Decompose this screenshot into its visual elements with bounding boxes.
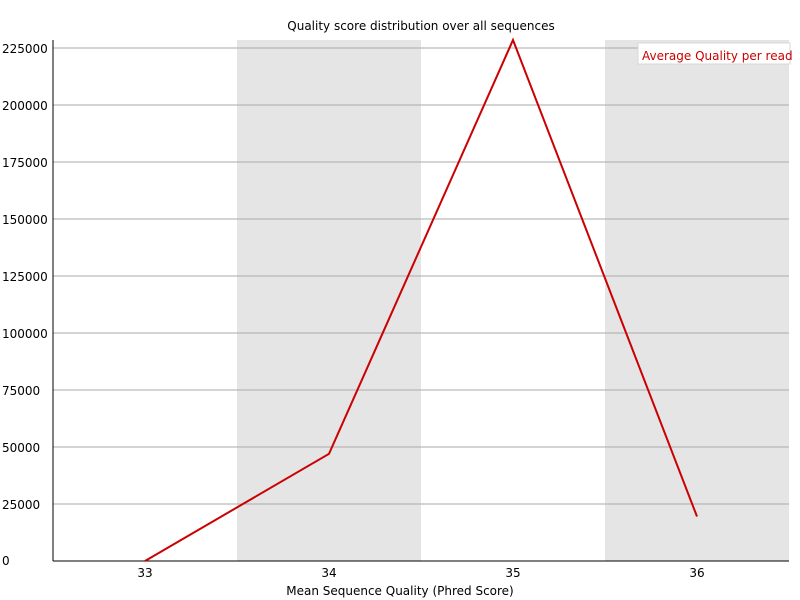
- y-tick-75000: 75000: [2, 384, 40, 398]
- x-tick-34: 34: [321, 566, 336, 580]
- band-36: [605, 40, 789, 561]
- legend-entry-average-quality: Average Quality per read: [642, 49, 793, 63]
- x-tick-35: 35: [505, 566, 520, 580]
- background-bands: [237, 40, 789, 561]
- series-lines: [144, 37, 698, 562]
- y-tick-0: 0: [2, 554, 10, 568]
- grid-lines: [53, 47, 789, 505]
- y-tick-50000: 50000: [2, 441, 40, 455]
- legend-box: [637, 42, 791, 65]
- y-tick-labels: 0 25000 50000 75000 100000 125000 150000 175000…: [2, 42, 48, 568]
- series-line-0: [144, 37, 698, 562]
- band-34: [237, 40, 421, 561]
- x-tick-labels: 33 34 35 36: [137, 566, 704, 580]
- x-tick-36: 36: [689, 566, 704, 580]
- y-tick-125000: 125000: [2, 270, 48, 284]
- legend: Average Quality per read: [637, 42, 793, 65]
- y-tick-225000: 225000: [2, 42, 48, 56]
- x-tick-33: 33: [137, 566, 152, 580]
- y-tick-200000: 200000: [2, 99, 48, 113]
- y-tick-25000: 25000: [2, 498, 40, 512]
- chart-title: Quality score distribution over all sequ…: [287, 19, 554, 33]
- y-tick-100000: 100000: [2, 327, 48, 341]
- x-axis-label: Mean Sequence Quality (Phred Score): [286, 584, 514, 598]
- axes: [52, 40, 789, 562]
- y-tick-150000: 150000: [2, 213, 48, 227]
- y-tick-175000: 175000: [2, 156, 48, 170]
